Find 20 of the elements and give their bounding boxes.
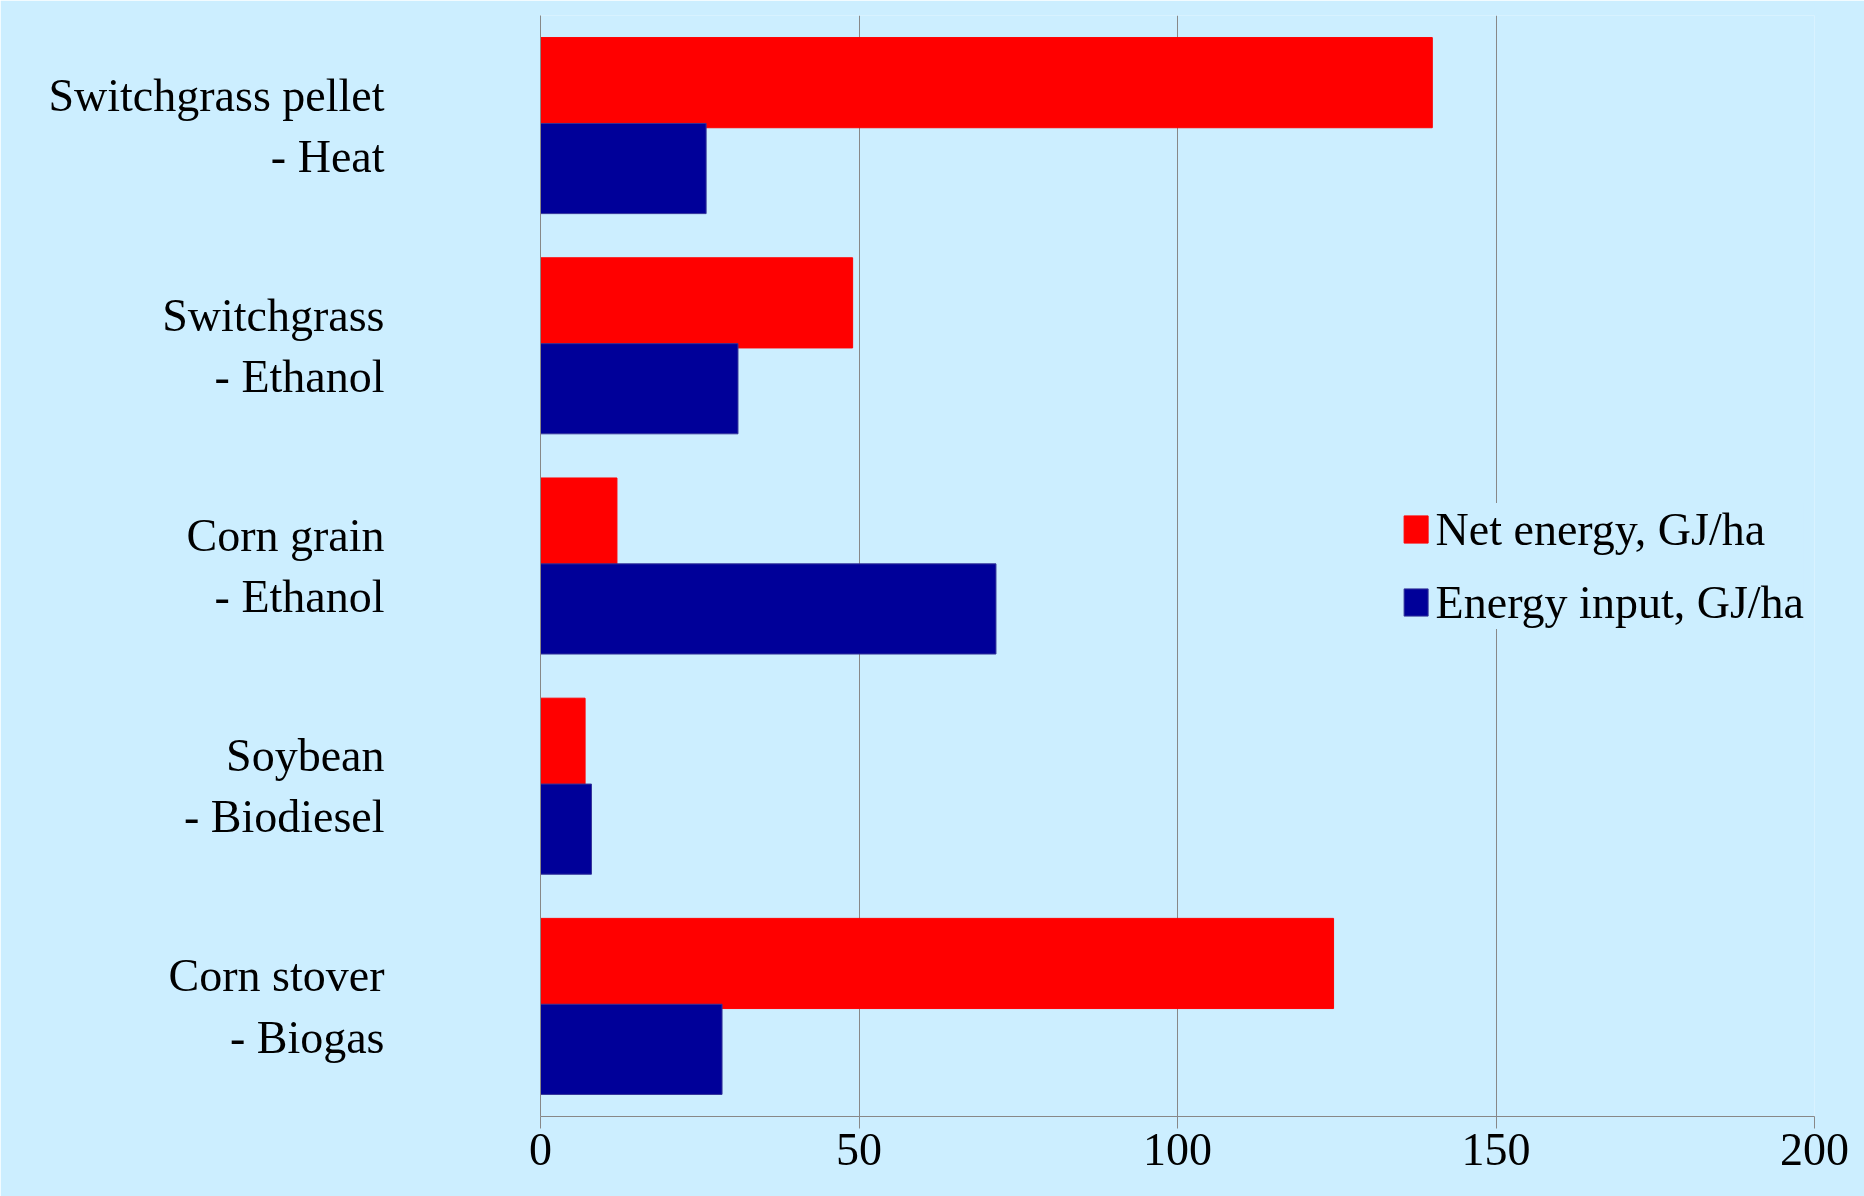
y-tick-label: Corn stover - Biogas: [168, 950, 385, 1063]
legend-label: Energy input, GJ/ha: [1435, 575, 1804, 629]
x-tick-label: 150: [1461, 1123, 1531, 1175]
x-tick-label: 50: [836, 1123, 882, 1175]
y-tick-label: Soybean - Biodiesel: [183, 730, 385, 843]
y-tick-label: Switchgrass pellet - Heat: [48, 69, 385, 182]
bar: [540, 343, 739, 435]
bar: [540, 563, 997, 655]
bar: [540, 257, 854, 349]
bar: [540, 783, 592, 875]
bar: [540, 37, 1433, 129]
x-tick-label: 0: [529, 1123, 552, 1175]
x-tick-label: 100: [1143, 1123, 1212, 1175]
bar: [540, 1003, 723, 1095]
y-tick-label: Switchgrass - Ethanol: [162, 289, 385, 402]
x-tick-label: 200: [1780, 1123, 1849, 1175]
bar: [540, 917, 1335, 1010]
legend-label: Net energy, GJ/ha: [1435, 502, 1766, 556]
bar: [540, 122, 707, 215]
y-tick-label: Corn grain - Ethanol: [186, 509, 385, 623]
